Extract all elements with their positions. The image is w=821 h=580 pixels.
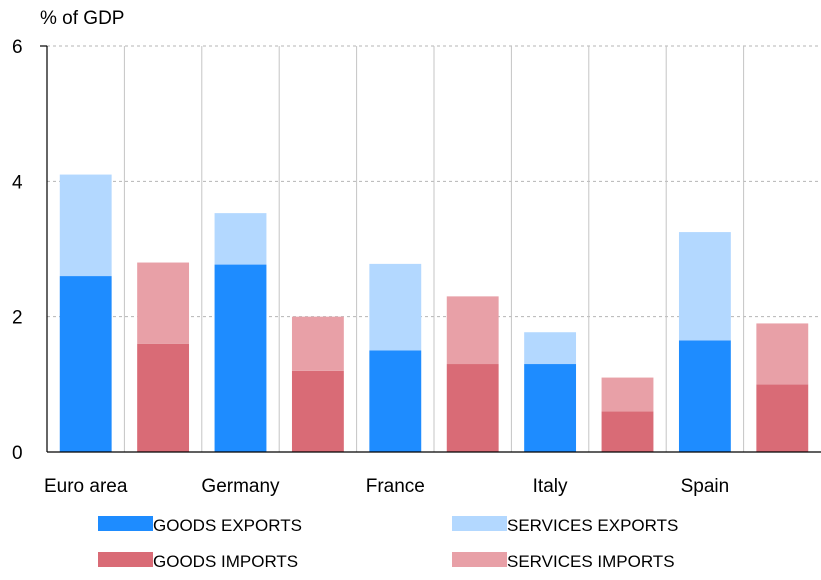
bar-goods-exports-germany xyxy=(214,264,267,452)
y-tick-label: 2 xyxy=(12,308,23,329)
bar-goods-exports-euro-area xyxy=(59,276,112,452)
legend-label: SERVICES IMPORTS xyxy=(507,552,675,571)
gridlines xyxy=(47,45,821,452)
bar-services-exports-france xyxy=(369,263,422,351)
legend-label: GOODS EXPORTS xyxy=(153,516,302,535)
bar-goods-imports-france xyxy=(446,364,499,452)
legend-label: SERVICES EXPORTS xyxy=(507,516,678,535)
x-tick-label: Italy xyxy=(533,476,568,497)
axes xyxy=(40,45,821,453)
bar-services-exports-spain xyxy=(678,232,731,341)
bar-services-exports-euro-area xyxy=(59,174,112,277)
y-axis-label: % of GDP xyxy=(40,8,124,29)
bar-goods-imports-euro-area xyxy=(137,343,190,452)
x-tick-label: Spain xyxy=(681,476,730,497)
bar-goods-exports-italy xyxy=(524,364,577,452)
bar-goods-exports-france xyxy=(369,350,422,452)
bar-services-imports-euro-area xyxy=(137,262,190,344)
x-tick-label: Germany xyxy=(201,476,280,497)
bars xyxy=(59,174,809,452)
y-tick-label: 0 xyxy=(12,443,23,464)
legend-swatch xyxy=(98,516,153,531)
x-tick-label: France xyxy=(366,476,425,497)
bar-goods-imports-italy xyxy=(601,411,654,452)
legend: GOODS EXPORTS SERVICES EXPORTS GOODS IMPOR… xyxy=(98,516,678,571)
bar-goods-exports-spain xyxy=(678,340,731,452)
y-tick-label: 6 xyxy=(12,37,23,58)
legend-swatch xyxy=(452,516,507,531)
bar-services-imports-france xyxy=(446,296,499,365)
bar-goods-imports-germany xyxy=(291,370,344,452)
legend-swatch xyxy=(98,552,153,567)
bar-services-imports-spain xyxy=(756,323,809,385)
bar-services-exports-germany xyxy=(214,213,267,265)
tick-labels: 0 2 4 6 Euro area Germany France Italy Spain xyxy=(12,37,729,497)
y-tick-label: 4 xyxy=(12,172,23,193)
x-tick-label: Euro area xyxy=(44,476,128,497)
bar-services-imports-italy xyxy=(601,377,654,412)
legend-swatch xyxy=(452,552,507,567)
legend-label: GOODS IMPORTS xyxy=(153,552,298,571)
bar-services-exports-italy xyxy=(524,332,577,365)
bar-services-imports-germany xyxy=(291,316,344,371)
bar-goods-imports-spain xyxy=(756,384,809,452)
